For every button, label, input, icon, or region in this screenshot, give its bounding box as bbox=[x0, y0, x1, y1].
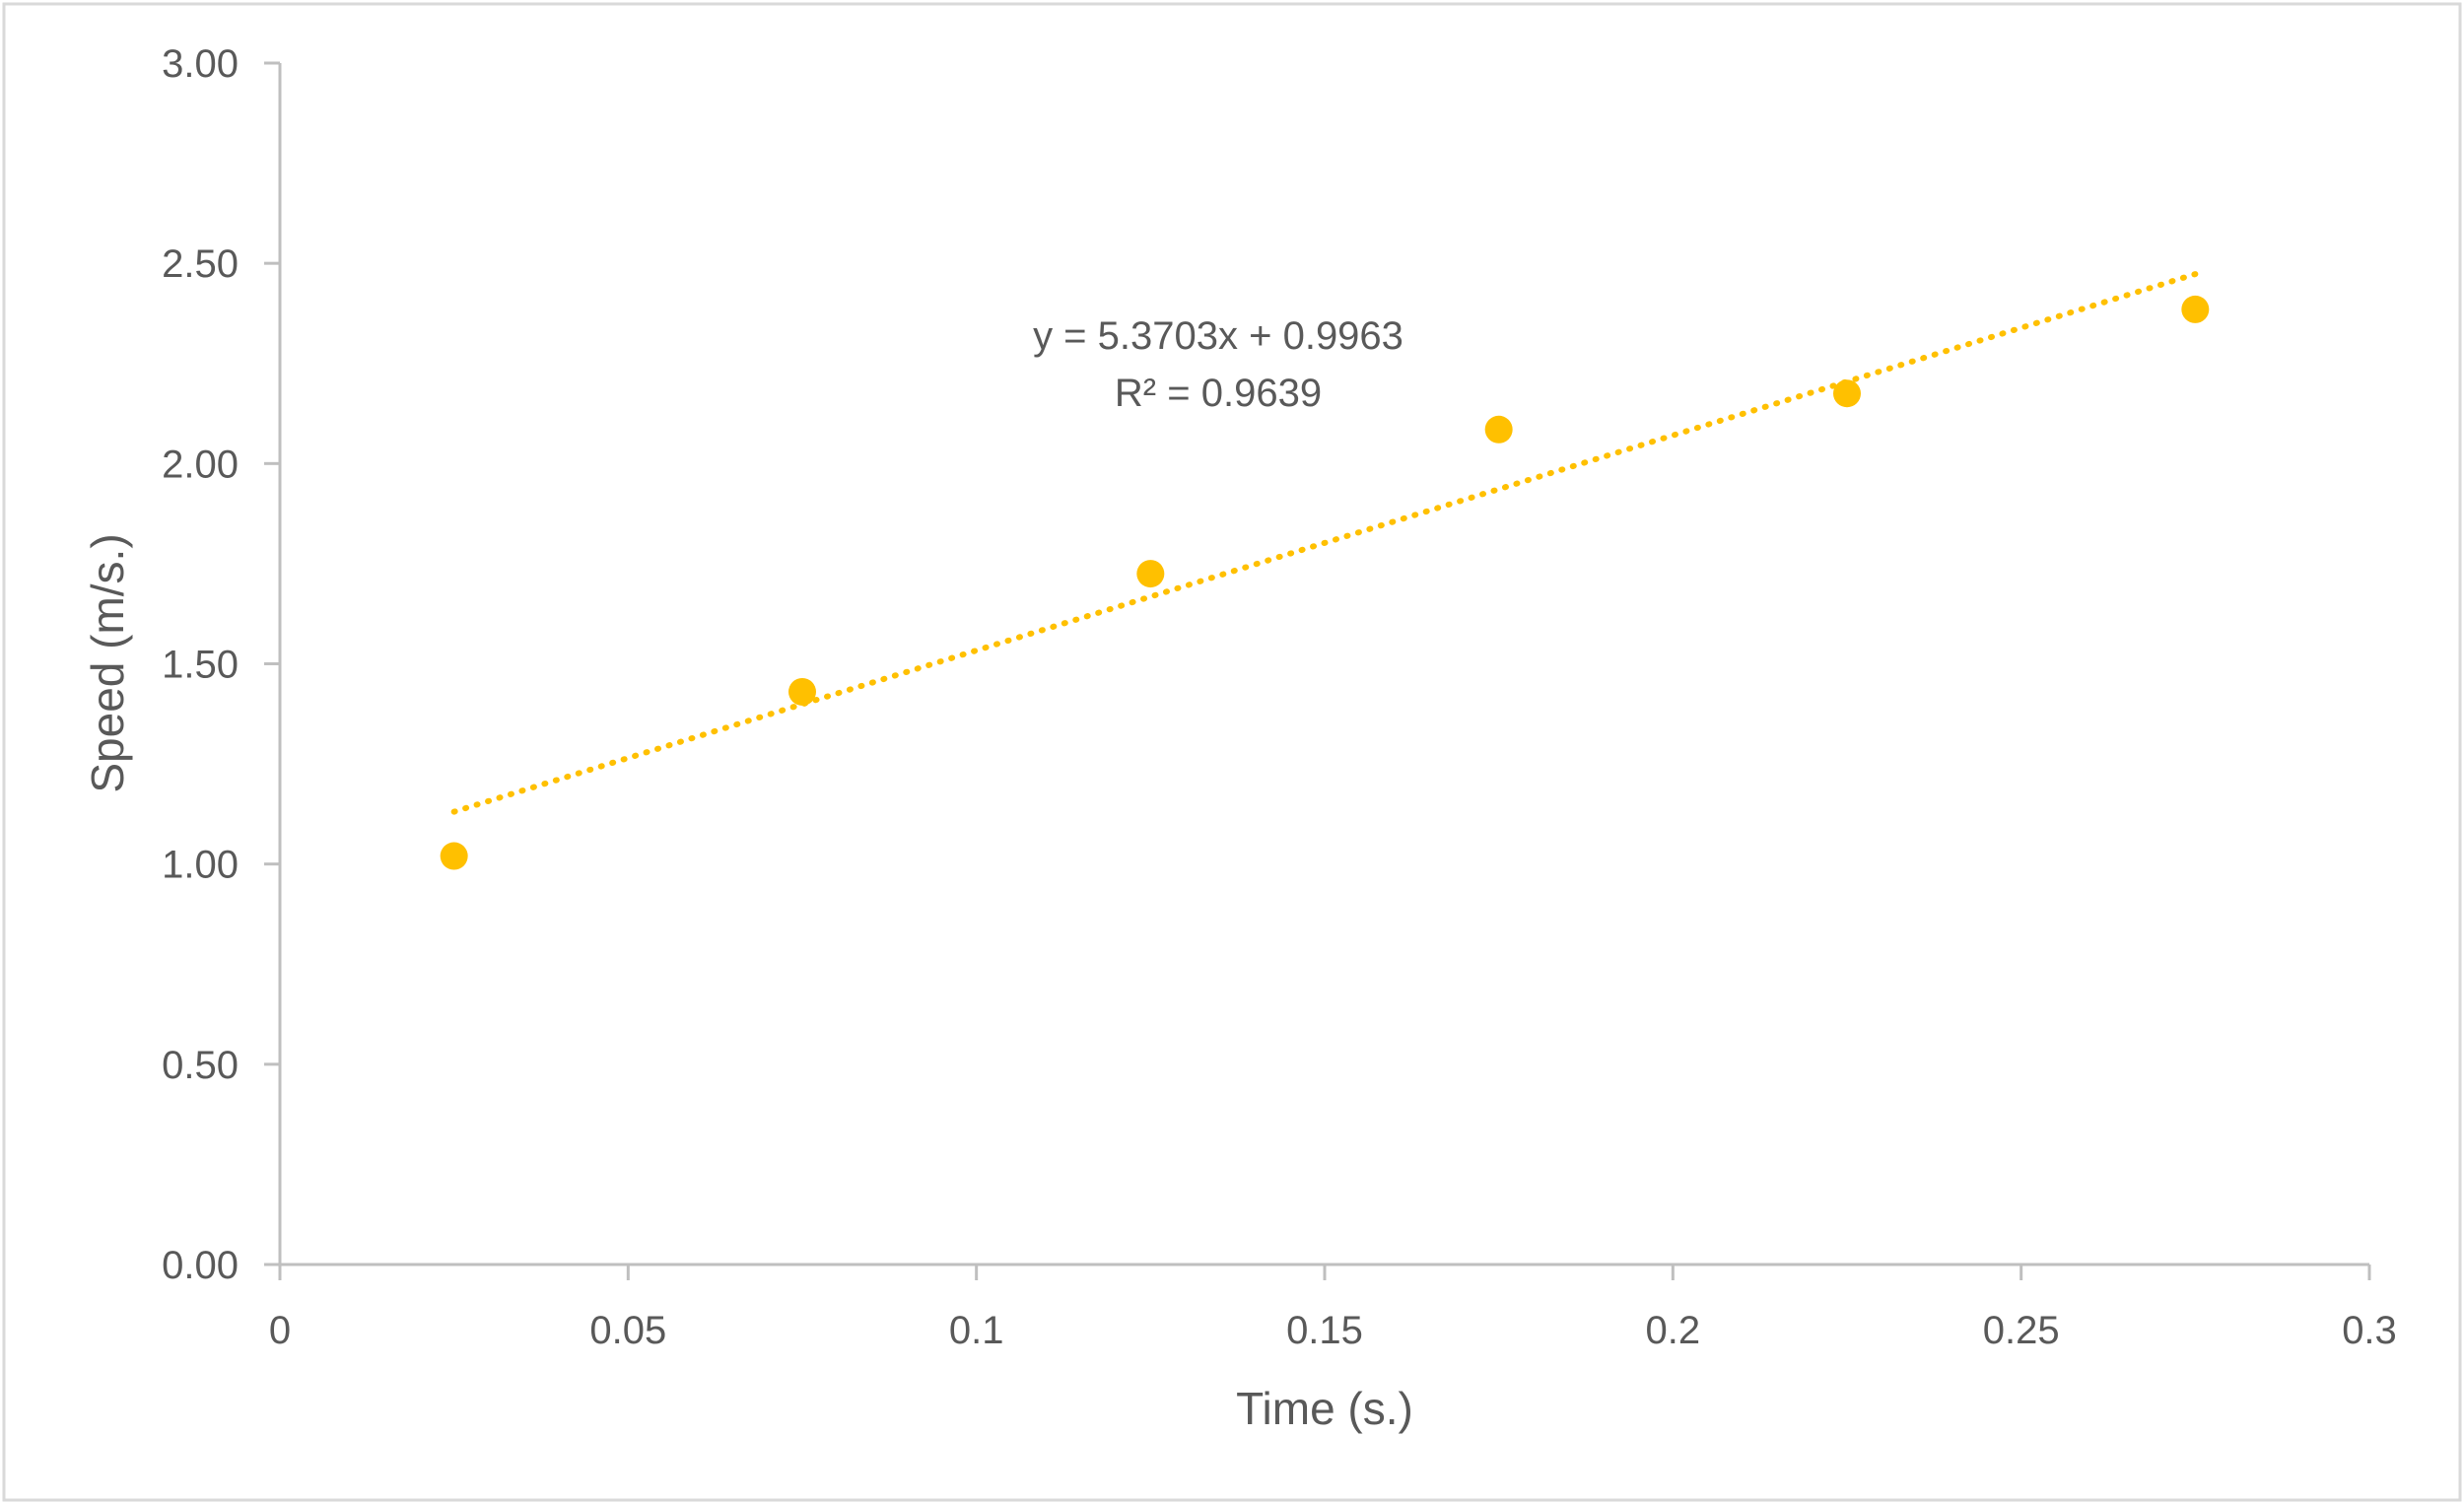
y-tick-label: 0.00 bbox=[162, 1244, 239, 1287]
y-tick-label: 2.50 bbox=[162, 242, 239, 286]
data-point bbox=[1484, 415, 1513, 444]
x-tick-label: 0.25 bbox=[1983, 1309, 2060, 1352]
x-tick-label: 0 bbox=[269, 1309, 291, 1352]
y-tick-label: 3.00 bbox=[162, 42, 239, 86]
y-tick-label: 0.50 bbox=[162, 1044, 239, 1087]
data-point bbox=[1136, 560, 1165, 588]
data-point bbox=[788, 677, 816, 706]
x-tick-label: 0.05 bbox=[589, 1309, 666, 1352]
x-tick-label: 0.15 bbox=[1286, 1309, 1363, 1352]
x-tick-label: 0.1 bbox=[949, 1309, 1004, 1352]
y-tick-label: 1.00 bbox=[162, 844, 239, 887]
y-tick-label: 2.00 bbox=[162, 443, 239, 486]
y-axis-title: Speed (m/s.) bbox=[82, 533, 133, 792]
x-axis-title: Time (s.) bbox=[1236, 1383, 1413, 1434]
data-point bbox=[440, 842, 468, 870]
y-tick-label: 1.50 bbox=[162, 644, 239, 687]
trendline bbox=[450, 271, 2199, 815]
data-point bbox=[2181, 295, 2210, 323]
data-point bbox=[1833, 379, 1861, 408]
x-tick-label: 0.2 bbox=[1646, 1309, 1701, 1352]
trendline-equation: y = 5.3703x + 0.9963 bbox=[1033, 314, 1403, 358]
trendline-r2: R² = 0.9639 bbox=[1115, 372, 1322, 415]
x-tick-label: 0.3 bbox=[2342, 1309, 2397, 1352]
